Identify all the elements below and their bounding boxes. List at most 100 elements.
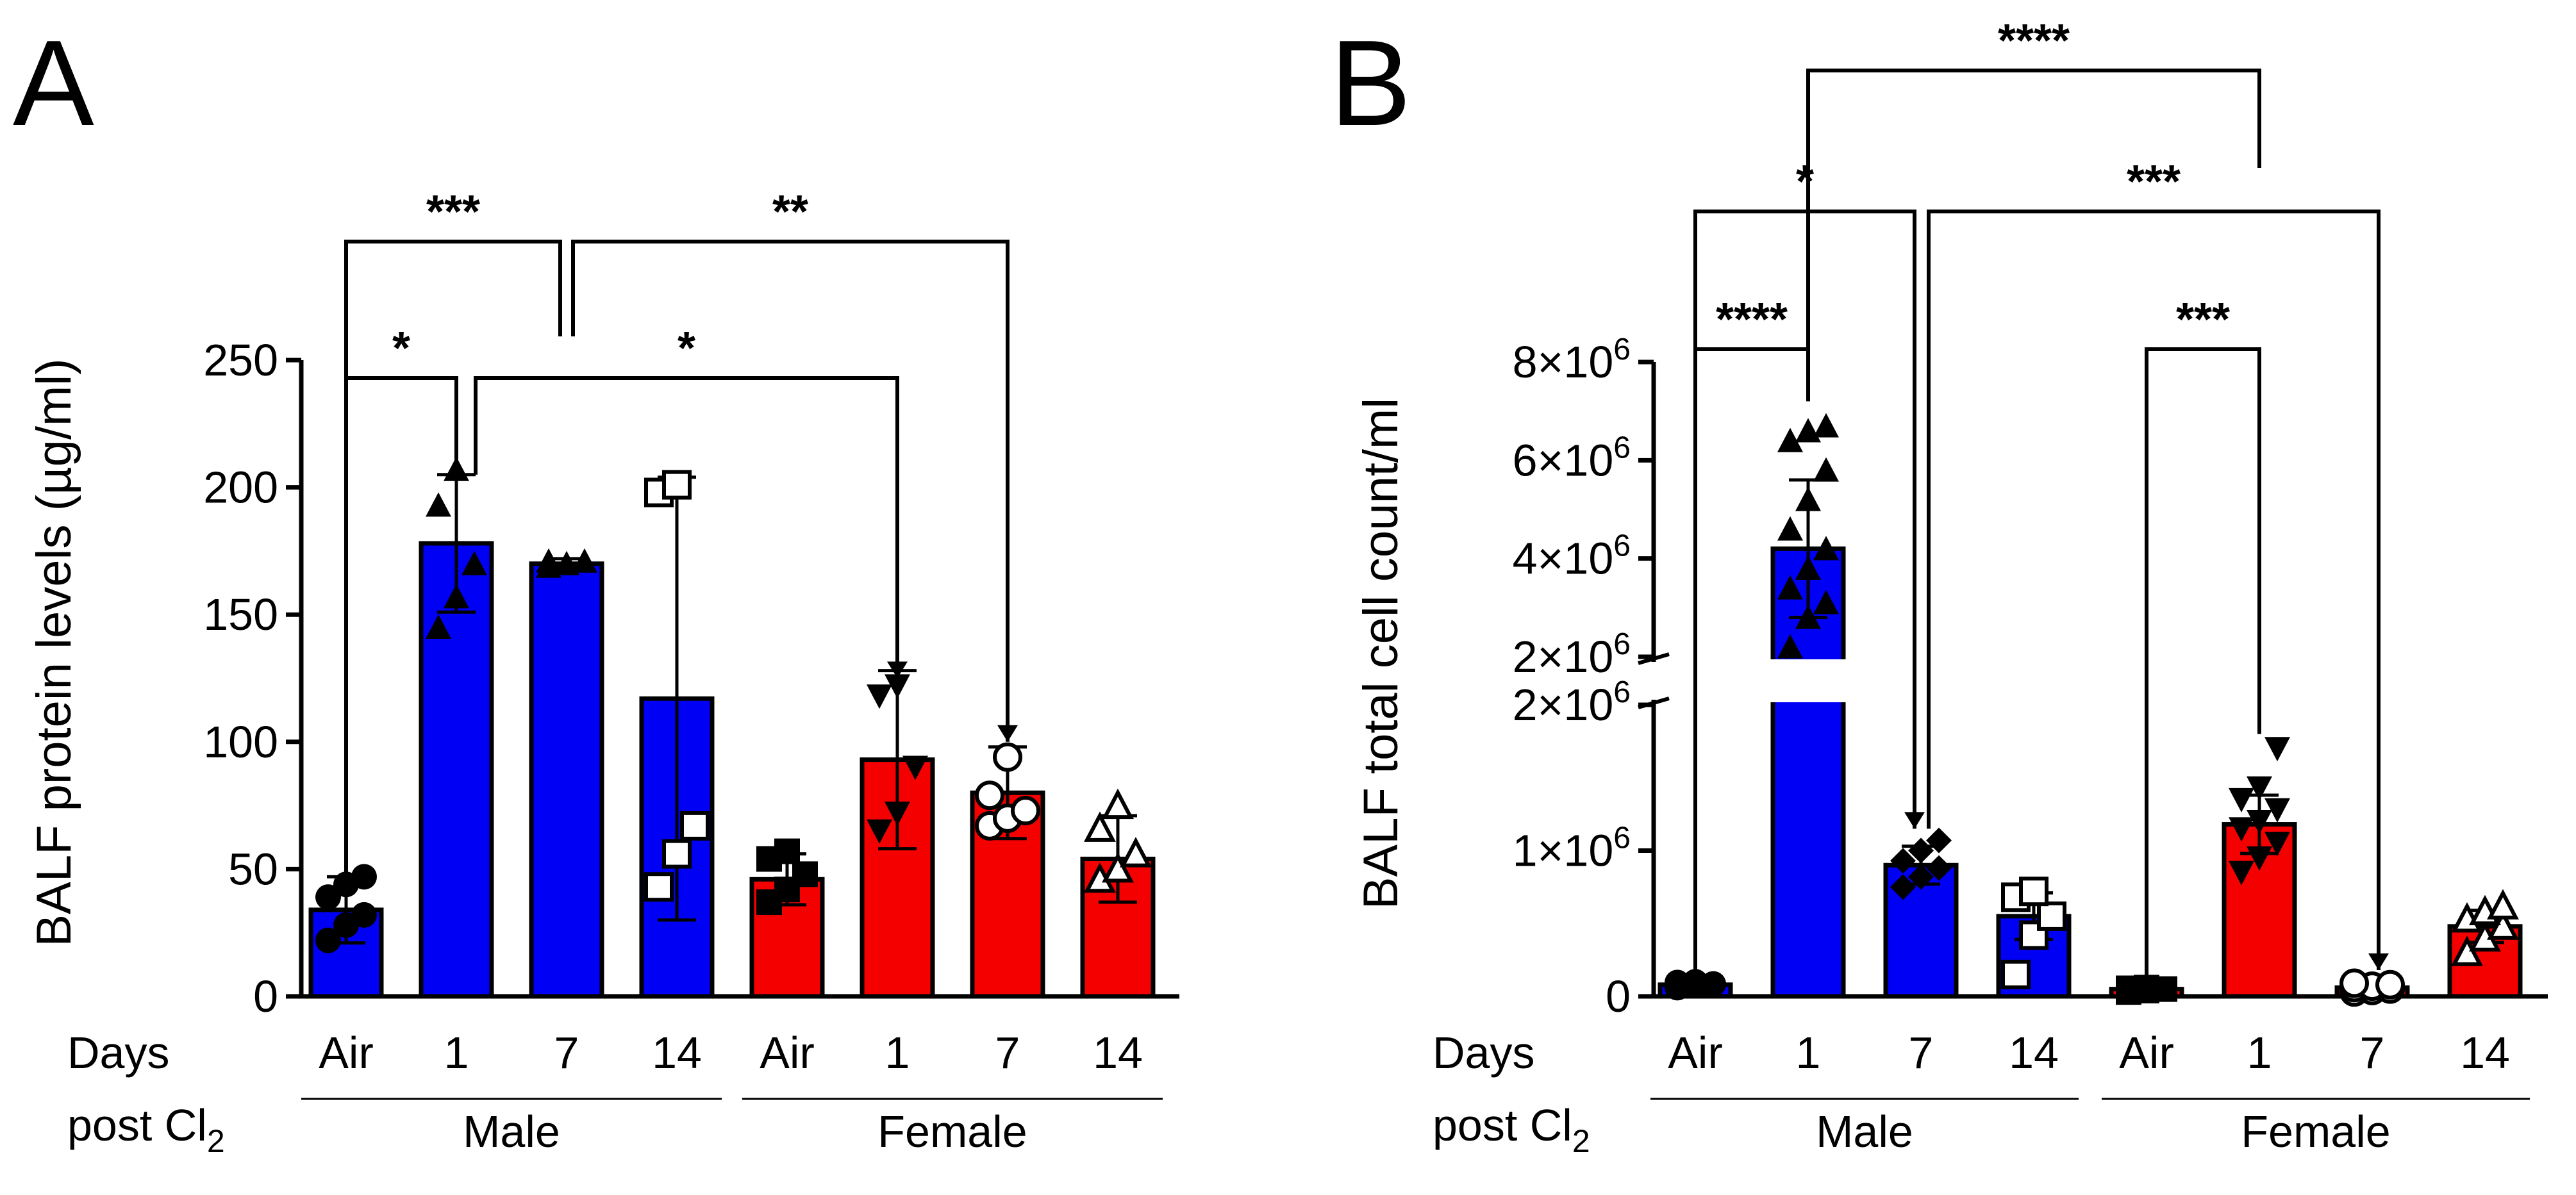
data-point — [867, 819, 892, 844]
data-point — [461, 550, 487, 575]
bracket-arrow — [1904, 812, 1925, 829]
data-point — [2229, 787, 2254, 812]
y-tick-label: 200 — [203, 463, 278, 513]
data-point — [1890, 848, 1916, 874]
x-tick-label: 14 — [2460, 1028, 2510, 1078]
data-point — [426, 614, 451, 639]
x-tick-label: 7 — [1909, 1028, 1934, 1078]
data-point — [2339, 968, 2369, 998]
data-point — [1102, 788, 1134, 820]
axis-break-mark — [1638, 696, 1670, 709]
bar-break-gap — [1763, 659, 1853, 702]
data-point — [1890, 874, 1916, 900]
data-point — [2247, 846, 2272, 871]
y-tick-label: 0 — [1606, 971, 1631, 1021]
data-point — [2247, 810, 2272, 834]
significance-label: *** — [2176, 294, 2230, 345]
data-point — [1683, 969, 1708, 995]
data-point — [2229, 817, 2254, 842]
x-tick-label: 14 — [652, 1028, 702, 1078]
group-label-female: Female — [2241, 1107, 2390, 1157]
data-point — [1011, 796, 1040, 826]
data-point — [1813, 413, 1839, 438]
data-point — [1908, 837, 1934, 864]
bar-7-male — [529, 561, 604, 999]
group-label-male: Male — [1816, 1107, 1913, 1157]
significance-bracket — [1927, 210, 2381, 971]
data-point — [572, 548, 597, 573]
data-point — [792, 861, 818, 887]
x-tick-label: 1 — [2247, 1028, 2272, 1078]
days-label: Days — [1433, 1028, 1534, 1078]
data-point — [1813, 589, 1839, 614]
significance-label: **** — [1998, 15, 2070, 67]
data-point — [993, 742, 1022, 772]
bracket-arrow — [997, 725, 1018, 742]
data-point — [2264, 798, 2290, 823]
data-point — [315, 884, 341, 911]
data-point — [1795, 604, 1821, 629]
significance-label: *** — [426, 186, 480, 238]
y-tick-label: 2×106 — [1513, 627, 1631, 682]
y-tick-label: 4×106 — [1513, 529, 1631, 584]
y-tick-label: 250 — [203, 335, 278, 385]
data-point — [315, 927, 341, 953]
y-tick-label: 0 — [253, 971, 278, 1021]
data-point — [1777, 634, 1803, 659]
data-point — [536, 548, 561, 573]
bracket-arrow — [887, 661, 908, 679]
x-tick-label: 7 — [995, 1028, 1020, 1078]
data-point — [2487, 889, 2519, 919]
data-point — [2487, 909, 2519, 940]
data-point — [774, 838, 800, 864]
x-tick-label: 7 — [2360, 1028, 2385, 1078]
significance-label: **** — [1716, 294, 1788, 345]
data-point — [1665, 969, 1690, 996]
data-point — [2264, 832, 2290, 857]
significance-bracket — [1806, 69, 2261, 397]
significance-bracket — [344, 240, 562, 885]
y-tick-label: 50 — [228, 844, 278, 894]
data-point — [885, 674, 910, 699]
x-tick-label: 1 — [444, 1028, 469, 1078]
group-label-male: Male — [463, 1107, 560, 1157]
y-tick-label: 2×106 — [1513, 675, 1631, 730]
data-point — [1102, 852, 1134, 883]
data-point — [2375, 969, 2405, 1000]
data-point — [975, 780, 1004, 811]
y-tick-label: 100 — [203, 717, 278, 767]
data-point — [1777, 575, 1803, 600]
significance-label: * — [1796, 156, 1814, 208]
x-tick-label: 14 — [1093, 1028, 1143, 1078]
days-label: Days — [67, 1028, 169, 1078]
data-point — [662, 839, 692, 869]
significance-bracket — [474, 376, 899, 679]
data-point — [2264, 737, 2290, 762]
y-axis-label: BALF total cell count/ml — [1354, 398, 1408, 909]
data-point — [351, 902, 377, 928]
axis-break-gap — [1634, 662, 1673, 700]
data-point — [902, 755, 928, 780]
data-point — [2001, 959, 2031, 989]
bracket-arrow — [2368, 953, 2389, 971]
data-point — [1795, 556, 1821, 580]
x-tick-label: 14 — [2009, 1028, 2059, 1078]
data-point — [554, 550, 579, 575]
y-tick-label: 6×106 — [1513, 431, 1631, 485]
significance-label: * — [677, 323, 695, 374]
axis-break-mark — [1638, 652, 1670, 665]
data-point — [2037, 901, 2066, 931]
significance-label: * — [392, 323, 410, 374]
y-tick-label: 150 — [203, 589, 278, 639]
post-cl2-label: post Cl2 — [67, 1100, 225, 1159]
data-point — [885, 802, 910, 827]
panel-letter-a: A — [13, 15, 94, 151]
data-point — [680, 811, 710, 841]
x-tick-label: 1 — [1796, 1028, 1821, 1078]
data-point — [1777, 516, 1803, 541]
data-point — [867, 684, 892, 709]
data-point — [426, 492, 451, 517]
x-tick-label: 7 — [554, 1028, 579, 1078]
y-tick-label: 8×106 — [1513, 333, 1631, 387]
post-cl2-label: post Cl2 — [1433, 1100, 1590, 1159]
